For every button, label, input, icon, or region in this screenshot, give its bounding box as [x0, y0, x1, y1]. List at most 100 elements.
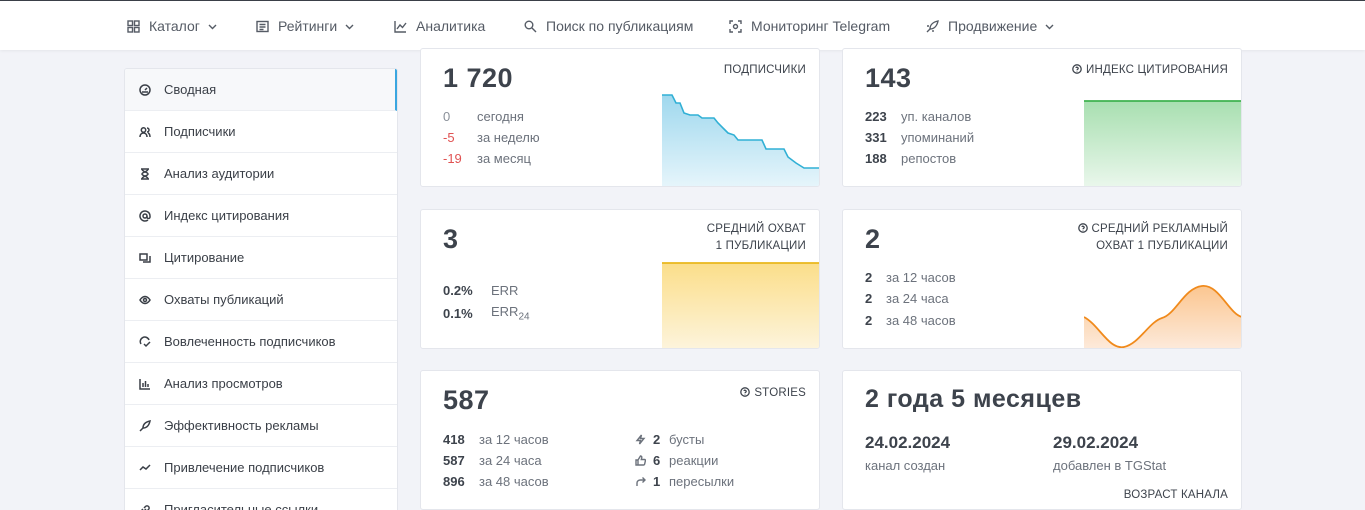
reach-value: 3 [443, 224, 459, 254]
nav-promotion-label: Продвижение [948, 18, 1038, 34]
err24-subscript: 24 [518, 311, 530, 323]
nav-monitoring[interactable]: Мониторинг Telegram [729, 16, 890, 36]
channel-age-card: 2 года 5 месяцев 24.02.2024 канал создан… [842, 370, 1242, 510]
stories-12h-label: за 12 часов [479, 432, 549, 447]
help-icon[interactable] [740, 387, 751, 397]
chart-line-icon [394, 20, 407, 33]
sidebar: Сводная Подписчики Анализ аудитории Инде… [124, 68, 398, 510]
stat-row: 6 реакции [635, 450, 718, 471]
reach-card: 3 СРЕДНИЙ ОХВАТ 1 ПУБЛИКАЦИИ 0.2% ERR 0.… [420, 209, 820, 349]
citation-caption-text: ИНДЕКС ЦИТИРОВАНИЯ [1086, 64, 1228, 76]
dashboard-icon [139, 83, 151, 96]
sidebar-item-citation[interactable]: Цитирование [125, 237, 397, 279]
forwards-value: 1 [653, 474, 661, 489]
sidebar-item-label: Привлечение подписчиков [164, 460, 325, 475]
thumbs-up-icon [635, 455, 646, 466]
list-icon [256, 20, 269, 32]
ad-12h-label: за 12 часов [886, 270, 956, 285]
sidebar-item-invite-links[interactable]: Пригласительные ссылки [125, 489, 397, 510]
stories-48h-label: за 48 часов [479, 474, 549, 489]
ad-24h-label: за 24 часа [886, 291, 949, 306]
bolt-icon [635, 434, 646, 445]
reach-caption-line1: СРЕДНИЙ ОХВАТ [706, 223, 806, 235]
chevron-down-icon [345, 24, 354, 29]
nav-monitoring-label: Мониторинг Telegram [751, 18, 891, 34]
nav-search[interactable]: Поиск по публикациям [524, 16, 693, 36]
search-icon [524, 20, 537, 32]
nav-catalog[interactable]: Каталог [127, 16, 217, 36]
stories-12h-value: 418 [443, 432, 465, 447]
link-icon [140, 504, 150, 510]
rocket-icon [139, 419, 151, 432]
ad-reach-caption: СРЕДНИЙ РЕКЛАМНЫЙ ОХВАТ 1 ПУБЛИКАЦИИ [1077, 221, 1228, 255]
chevron-down-icon [1045, 24, 1054, 29]
subscribers-sparkline [662, 94, 819, 186]
citation-card: 143 ИНДЕКС ЦИТИРОВАНИЯ 223 уп. каналов 3… [842, 48, 1242, 187]
stat-row: -19 за месяц [443, 148, 531, 169]
stat-row: 2 за 24 часа [865, 288, 949, 309]
stories-card: 587 STORIES 418 за 12 часов 587 за 24 ча… [420, 370, 820, 510]
stat-month-value: -19 [443, 151, 462, 166]
users-icon [139, 126, 151, 137]
help-icon[interactable] [1077, 223, 1088, 233]
stat-row: 188 репостов [865, 148, 956, 169]
ad-reach-caption-line1: СРЕДНИЙ РЕКЛАМНЫЙ [1077, 221, 1228, 238]
subscribers-count: 1 720 [443, 63, 514, 93]
nav-analytics-label: Аналитика [416, 18, 486, 34]
sidebar-item-acquisition[interactable]: Привлечение подписчиков [125, 447, 397, 489]
channel-age-caption: ВОЗРАСТ КАНАЛА [1123, 489, 1228, 501]
stories-48h-value: 896 [443, 474, 465, 489]
sidebar-item-label: Анализ аудитории [164, 166, 275, 181]
share-icon [636, 477, 646, 486]
ad-48h-value: 2 [865, 313, 873, 328]
stat-today-value: 0 [443, 109, 451, 124]
stat-week-label: за неделю [477, 130, 540, 145]
stories-24h-value: 587 [443, 453, 465, 468]
sidebar-item-label: Пригласительные ссылки [164, 502, 319, 510]
sidebar-item-ads[interactable]: Эффективность рекламы [125, 405, 397, 447]
nav-ratings[interactable]: Рейтинги [256, 16, 354, 36]
stat-row: -5 за неделю [443, 127, 540, 148]
stories-value: 587 [443, 385, 490, 415]
stat-channels-value: 223 [865, 109, 887, 124]
stat-reposts-label: репостов [901, 151, 957, 166]
trend-icon [139, 463, 151, 471]
sidebar-item-citation-index[interactable]: Индекс цитирования [125, 195, 397, 237]
sidebar-item-summary[interactable]: Сводная [125, 69, 397, 111]
ad-reach-sparkline [1084, 285, 1241, 348]
sidebar-item-engagement[interactable]: Вовлеченность подписчиков [125, 321, 397, 363]
stories-24h-label: за 24 часа [479, 453, 542, 468]
help-icon[interactable] [1072, 64, 1082, 74]
stat-row: 0.2% ERR [443, 280, 518, 301]
nav-promotion[interactable]: Продвижение [926, 16, 1054, 36]
nav-catalog-label: Каталог [149, 18, 200, 34]
added-date: 29.02.2024 [1053, 433, 1139, 452]
sidebar-item-audience[interactable]: Анализ аудитории [125, 153, 397, 195]
ad-reach-caption-line2: ОХВАТ 1 ПУБЛИКАЦИИ [1096, 240, 1228, 252]
sidebar-item-label: Индекс цитирования [164, 208, 290, 223]
stat-row: 896 за 48 часов [443, 471, 549, 492]
boosts-label: бусты [669, 432, 705, 447]
rocket-icon [926, 19, 939, 32]
sidebar-item-reach[interactable]: Охваты публикаций [125, 279, 397, 321]
stat-row: 2 бусты [635, 429, 704, 450]
created-date: 24.02.2024 [865, 433, 951, 452]
nav-analytics[interactable]: Аналитика [394, 16, 485, 36]
top-navigation: Каталог Рейтинги Аналитика Поиск по публ… [0, 0, 1365, 50]
sidebar-item-label: Эффективность рекламы [164, 418, 319, 433]
stat-week-value: -5 [443, 130, 455, 145]
reach-caption-line2: 1 ПУБЛИКАЦИИ [715, 240, 806, 252]
sidebar-item-views[interactable]: Анализ просмотров [125, 363, 397, 405]
reach-sparkline [662, 262, 819, 348]
err24-label: ERR24 [491, 304, 530, 323]
stat-mentions-value: 331 [865, 130, 887, 145]
chevron-down-icon [208, 24, 217, 29]
ad-reach-card: 2 СРЕДНИЙ РЕКЛАМНЫЙ ОХВАТ 1 ПУБЛИКАЦИИ 2… [842, 209, 1242, 349]
sidebar-item-label: Охваты публикаций [164, 292, 284, 307]
stat-row: 0 сегодня [443, 106, 524, 127]
stat-row: 587 за 24 часа [443, 450, 542, 471]
reactions-label: реакции [669, 453, 719, 468]
stat-row: 331 упоминаний [865, 127, 974, 148]
sidebar-item-label: Вовлеченность подписчиков [164, 334, 336, 349]
sidebar-item-subscribers[interactable]: Подписчики [125, 111, 397, 153]
